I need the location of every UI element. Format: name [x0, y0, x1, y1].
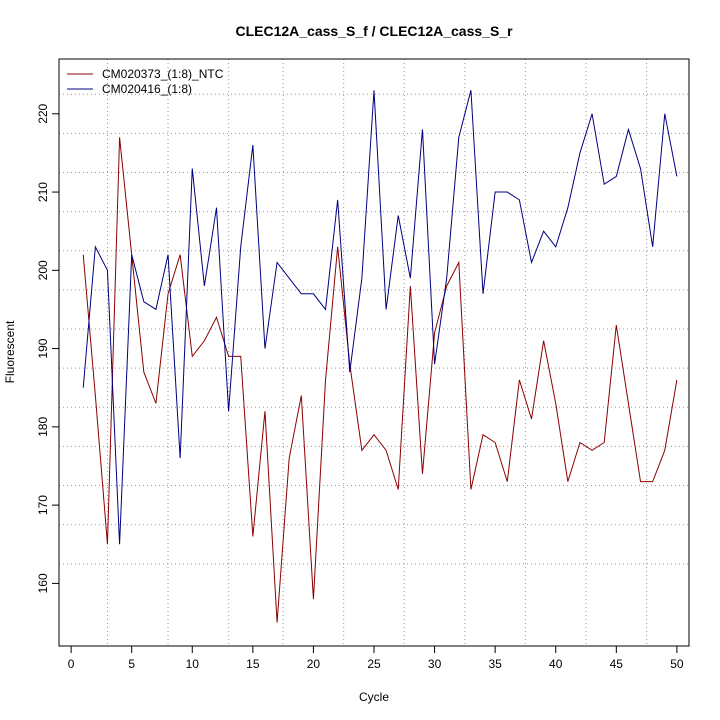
chart-title: CLEC12A_cass_S_f / CLEC12A_cass_S_r	[235, 23, 513, 39]
y-axis: 160 170 180 190 200 210 220	[36, 103, 60, 593]
legend: CM020373_(1:8)_NTC CM020416_(1:8)	[67, 67, 224, 96]
y-axis-label: Fluorescent	[3, 320, 17, 383]
y-tick-label: 200	[36, 260, 50, 280]
y-tick-label: 180	[36, 417, 50, 437]
x-tick-label: 50	[670, 657, 684, 671]
y-tick-label: 190	[36, 338, 50, 358]
x-tick-label: 45	[610, 657, 624, 671]
x-tick-label: 15	[246, 657, 260, 671]
x-tick-label: 40	[549, 657, 563, 671]
x-axis: 0 5 10 15 20 25 30 35 40 45 50	[68, 645, 684, 671]
series-line-sample	[82, 90, 678, 545]
series-layer	[82, 90, 678, 623]
x-tick-label: 20	[307, 657, 321, 671]
x-tick-label: 35	[488, 657, 502, 671]
legend-label-sample: CM020416_(1:8)	[102, 82, 192, 96]
x-axis-label: Cycle	[359, 690, 389, 704]
x-tick-label: 5	[128, 657, 135, 671]
series-line-ntc	[82, 137, 678, 623]
y-tick-label: 170	[36, 495, 50, 515]
x-tick-label: 30	[428, 657, 442, 671]
x-tick-label: 25	[367, 657, 381, 671]
y-tick-label: 210	[36, 182, 50, 202]
y-tick-label: 220	[36, 103, 50, 123]
legend-label-ntc: CM020373_(1:8)_NTC	[102, 67, 224, 81]
x-tick-label: 10	[186, 657, 200, 671]
y-tick-label: 160	[36, 573, 50, 593]
x-tick-label: 0	[68, 657, 75, 671]
